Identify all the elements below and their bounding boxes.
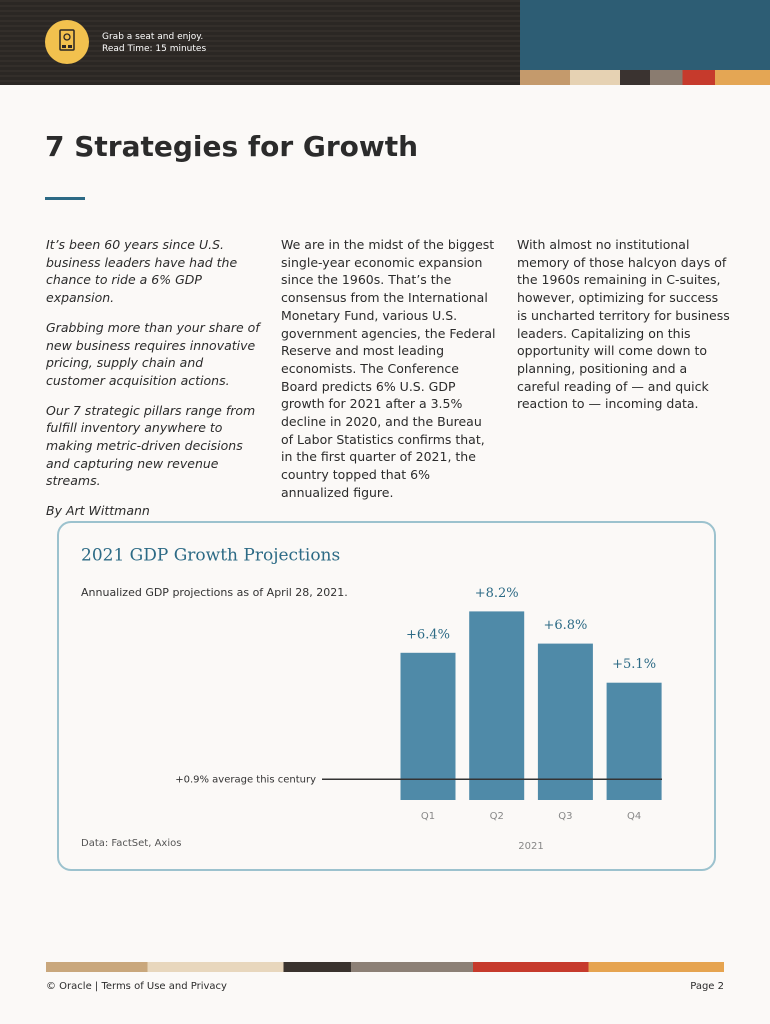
column: With almost no institutional memory of t… — [517, 236, 732, 425]
paragraph: It’s been 60 years since U.S. business l… — [46, 237, 238, 306]
x-tick-label: Q3 — [558, 811, 572, 822]
chart-frame — [57, 521, 716, 871]
paragraph: Grabbing more than your share of new bus… — [46, 319, 260, 388]
page-number: Page 2 — [690, 981, 724, 992]
bar — [606, 682, 662, 800]
bar — [469, 611, 525, 800]
value-label: +5.1% — [612, 657, 656, 672]
intro-column: It’s been 60 years since U.S. business l… — [46, 236, 261, 532]
x-tick-label: Q2 — [490, 811, 504, 822]
byline: By Art Wittmann — [46, 503, 150, 519]
banner-strip — [520, 70, 770, 85]
chart: 2021 GDP Growth Projections Annualized G… — [81, 546, 662, 852]
paragraph: Our 7 strategic pillars range from fulfi… — [46, 402, 256, 489]
bar — [537, 643, 593, 800]
chart-subtitle: Annualized GDP projections as of April 2… — [81, 586, 348, 599]
x-tick-label: Q1 — [421, 811, 435, 822]
icon-glyph — [59, 29, 75, 51]
banner-accent — [520, 0, 770, 70]
tagline: Grab a seat and enjoy. — [102, 32, 204, 42]
chart-title: 2021 GDP Growth Projections — [81, 546, 340, 566]
chart-source: Data: FactSet, Axios — [81, 838, 181, 849]
read-icon — [45, 20, 89, 64]
value-label: +8.2% — [475, 586, 519, 601]
reference-label: +0.9% average this century — [175, 774, 316, 785]
paragraph: We are in the midst of the biggest singl… — [281, 237, 496, 500]
x-axis-label: 2021 — [518, 841, 543, 852]
paragraph: With almost no institutional memory of t… — [517, 237, 730, 412]
value-label: +6.4% — [406, 627, 450, 642]
read-time: Read Time: 15 minutes — [102, 44, 207, 54]
bar — [400, 652, 456, 800]
x-tick-label: Q4 — [627, 811, 641, 822]
footer-links[interactable]: © Oracle | Terms of Use and Privacy — [46, 981, 227, 992]
footer-strip — [46, 962, 724, 972]
value-label: +6.8% — [543, 618, 587, 633]
title: 7 Strategies for Growth — [45, 130, 419, 163]
column: We are in the midst of the biggest singl… — [281, 236, 496, 514]
title-rule — [45, 197, 85, 200]
